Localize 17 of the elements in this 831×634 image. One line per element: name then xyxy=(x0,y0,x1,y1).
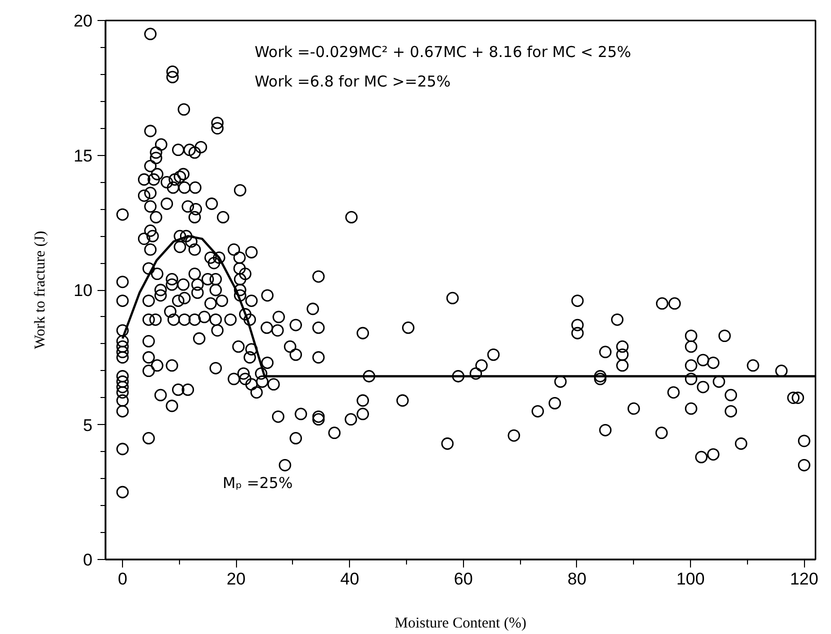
x-tick-label: 80 xyxy=(567,570,586,588)
y-tick-label: 20 xyxy=(74,12,93,30)
y-tick-label: 5 xyxy=(83,416,93,435)
annotation: Mₚ =25% xyxy=(222,474,293,492)
y-tick-label: 0 xyxy=(83,550,93,570)
y-tick-label: 10 xyxy=(74,281,93,300)
x-tick-label: 100 xyxy=(676,570,705,588)
y-tick-label: 15 xyxy=(74,146,93,166)
x-tick-label: 60 xyxy=(454,570,473,588)
x-tick-label: 20 xyxy=(226,570,246,588)
annotation: Work =6.8 for MC >=25% xyxy=(254,72,451,91)
x-tick-label: 0 xyxy=(118,570,128,588)
x-axis-title: Moisture Content (%) xyxy=(394,616,526,632)
y-axis-title: Work to fracture (J) xyxy=(32,230,49,350)
x-tick-label: 120 xyxy=(790,570,818,588)
x-tick-label: 40 xyxy=(340,570,360,588)
annotation: Work =-0.029MC² + 0.67MC + 8.16 for MC < 25% xyxy=(254,42,632,61)
